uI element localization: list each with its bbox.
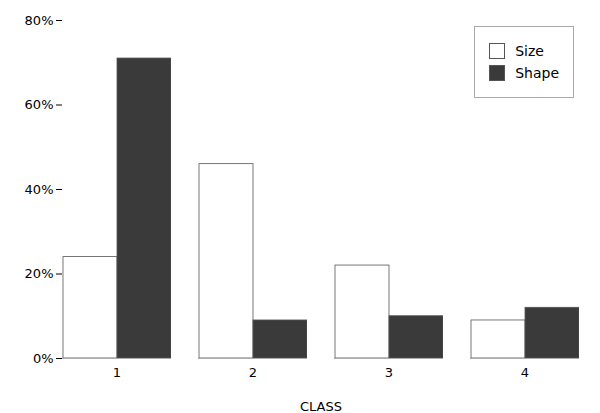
- svg-text:20%: 20%: [25, 266, 54, 281]
- svg-text:3: 3: [385, 365, 393, 380]
- svg-text:40%: 40%: [25, 182, 54, 197]
- html-text:Shape: Shape: [515, 65, 559, 81]
- svg-text:CLASS: CLASS: [300, 399, 342, 413]
- svg-text:2: 2: [249, 365, 257, 380]
- svg-text:60%: 60%: [25, 97, 54, 112]
- html-text:Size: Size: [515, 43, 544, 59]
- svg-text:0%: 0%: [33, 351, 54, 366]
- svg-text:4: 4: [521, 365, 529, 380]
- svg-text:80%: 80%: [25, 13, 54, 28]
- svg-text:1: 1: [113, 365, 121, 380]
